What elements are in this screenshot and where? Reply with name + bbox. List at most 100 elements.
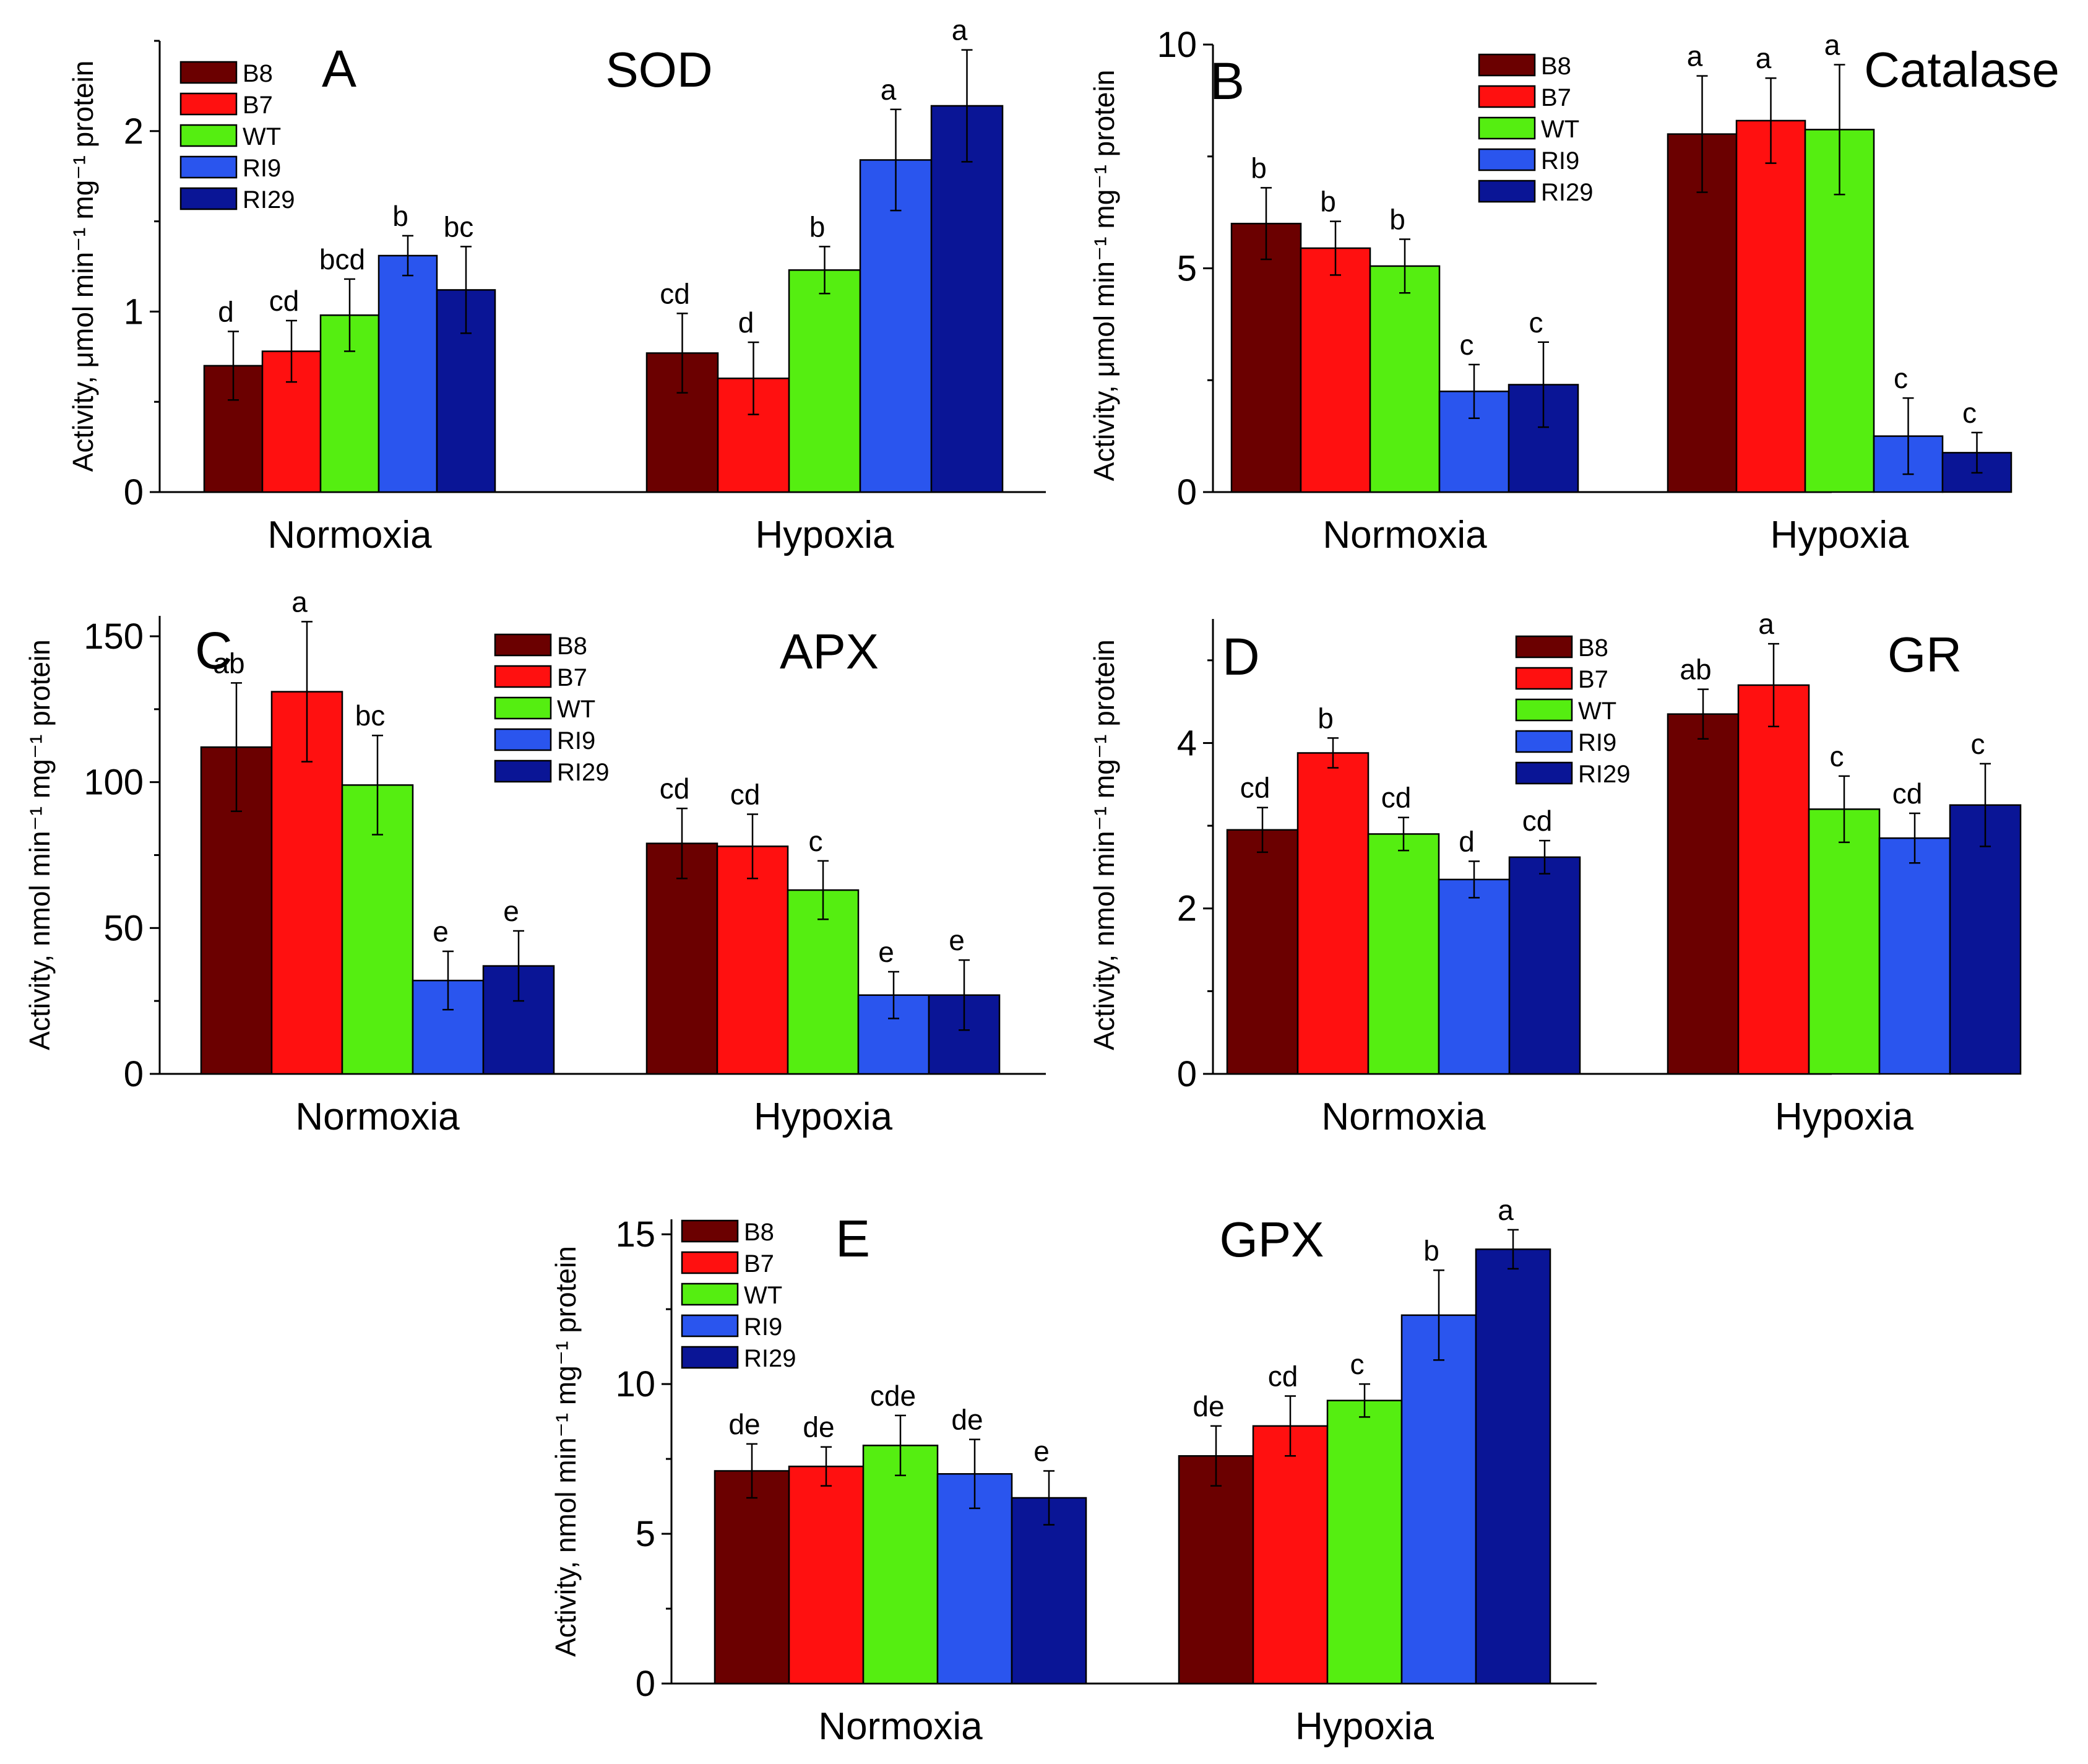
panel-c: 0 50 100 150 Activity, nmol min⁻¹ mg⁻¹ prote… — [24, 586, 1046, 1138]
x-category-label: Normoxia — [1321, 1096, 1486, 1138]
y-tick-label: 4 — [1177, 723, 1197, 763]
bar-ri29-hypoxia — [1475, 1248, 1551, 1685]
significance-letter: e — [1033, 1435, 1050, 1467]
significance-letter: d — [1459, 826, 1475, 858]
significance-letter: c — [1962, 397, 1977, 429]
significance-letter: c — [1971, 728, 1985, 760]
legend-swatch-b8 — [179, 61, 238, 84]
legend: B8 B7 WT RI9 RI29 — [179, 60, 295, 214]
bar-ri9-normoxia — [1438, 391, 1510, 493]
y-tick-label: 0 — [124, 1054, 144, 1094]
y-axis-label: Activity, nmol min⁻¹ mg⁻¹ protein — [1088, 639, 1120, 1050]
y-tick-label: 15 — [615, 1214, 655, 1255]
y-axis-label: Activity, nmol min⁻¹ mg⁻¹ protein — [550, 1246, 582, 1657]
significance-letter: cd — [660, 772, 690, 805]
significance-letter: cd — [1240, 772, 1270, 804]
bar-ri29-normoxia — [436, 289, 496, 493]
chart-title: Catalase — [1864, 42, 2060, 97]
legend-label: WT — [557, 696, 595, 723]
significance-letter: cd — [269, 285, 300, 317]
legend-swatch-wt — [1478, 116, 1536, 140]
significance-letter: b — [1423, 1234, 1439, 1266]
significance-letter: a — [1758, 608, 1774, 640]
significance-letter: a — [881, 74, 897, 106]
x-category-label: Hypoxia — [1775, 1096, 1914, 1138]
significance-letter: a — [1687, 40, 1703, 72]
bar-b8-hypoxia — [1667, 713, 1740, 1075]
panel-label: B — [1210, 52, 1245, 110]
significance-letter: bcd — [319, 243, 365, 275]
significance-letter: b — [1251, 152, 1267, 184]
legend-swatch-b8 — [494, 633, 552, 657]
significance-letter: b — [809, 210, 826, 243]
significance-letter: ab — [213, 647, 244, 679]
significance-letter: c — [1460, 329, 1474, 361]
y-tick-label: 10 — [615, 1364, 655, 1404]
legend-label: RI29 — [744, 1345, 796, 1372]
significance-letter: cde — [870, 1380, 916, 1412]
significance-letter: c — [1894, 362, 1908, 394]
bar-wt-normoxia — [1369, 265, 1441, 493]
legend-swatch-ri29 — [494, 759, 552, 783]
legend: B8 B7 WT RI9 RI29 — [1515, 634, 1631, 788]
chart-title: GPX — [1220, 1212, 1324, 1267]
significance-letter: bc — [444, 210, 474, 243]
significance-letter: ab — [1680, 654, 1711, 686]
legend-label: RI9 — [1541, 147, 1579, 175]
bar-ri9-hypoxia — [1400, 1314, 1477, 1685]
y-axis-label: Activity, μmol min⁻¹ mg⁻¹ protein — [67, 61, 99, 472]
legend-swatch-ri29 — [1478, 179, 1536, 203]
significance-letter: bc — [355, 699, 386, 732]
y-tick-label: 5 — [1177, 249, 1197, 289]
bar-wt-normoxia — [1367, 833, 1440, 1075]
legend-swatch-ri9 — [179, 155, 238, 179]
legend-swatch-b7 — [179, 92, 238, 116]
bar-ri9-normoxia — [1438, 878, 1511, 1075]
significance-letter: e — [503, 895, 519, 927]
significance-letter: de — [728, 1408, 760, 1440]
bar-ri29-normoxia — [1508, 856, 1581, 1075]
bar-b8-normoxia — [1230, 222, 1302, 493]
y-tick-label: 5 — [636, 1514, 655, 1554]
legend-label: B7 — [557, 664, 587, 691]
x-category-label: Normoxia — [1322, 514, 1487, 556]
significance-letter: b — [392, 200, 408, 232]
bar-ri9-hypoxia — [859, 159, 933, 493]
significance-letter: cd — [1892, 777, 1923, 810]
legend-label: B8 — [243, 60, 273, 87]
legend-label: RI9 — [243, 155, 281, 182]
significance-letter: de — [803, 1411, 834, 1443]
legend-swatch-wt — [1515, 698, 1573, 722]
bar-ri29-normoxia — [1011, 1497, 1087, 1685]
bar-wt-hypoxia — [1326, 1399, 1403, 1685]
panel-b: 0 5 10 Activity, μmol min⁻¹ mg⁻¹ protein b b b… — [1088, 25, 2060, 556]
bar-b7-hypoxia — [1735, 119, 1806, 493]
y-tick-label: 50 — [103, 908, 144, 948]
x-category-label: Hypoxia — [1295, 1705, 1434, 1748]
legend-swatch-ri29 — [681, 1346, 739, 1369]
legend-swatch-wt — [494, 696, 552, 720]
y-tick-label: 1 — [124, 292, 144, 332]
legend-label: RI29 — [557, 759, 610, 786]
significance-letter: c — [1830, 740, 1844, 772]
legend-label: B8 — [557, 633, 587, 660]
bar-b7-hypoxia — [716, 845, 789, 1075]
legend-swatch-ri29 — [1515, 761, 1573, 785]
significance-letter: b — [1320, 186, 1336, 218]
y-tick-label: 0 — [124, 472, 144, 512]
legend-label: RI9 — [1578, 729, 1616, 756]
y-tick-label: 2 — [1177, 889, 1197, 929]
legend-swatch-wt — [179, 124, 238, 147]
significance-letter: cd — [1381, 782, 1412, 814]
x-category-label: Hypoxia — [754, 1096, 893, 1138]
significance-letter: b — [1389, 204, 1405, 236]
y-axis-label: Activity, nmol min⁻¹ mg⁻¹ protein — [24, 639, 56, 1050]
significance-letter: c — [809, 825, 823, 857]
significance-letter: c — [1350, 1348, 1365, 1380]
legend-label: RI9 — [744, 1313, 782, 1341]
y-tick-label: 10 — [1157, 25, 1197, 65]
y-tick-label: 0 — [1177, 472, 1197, 512]
